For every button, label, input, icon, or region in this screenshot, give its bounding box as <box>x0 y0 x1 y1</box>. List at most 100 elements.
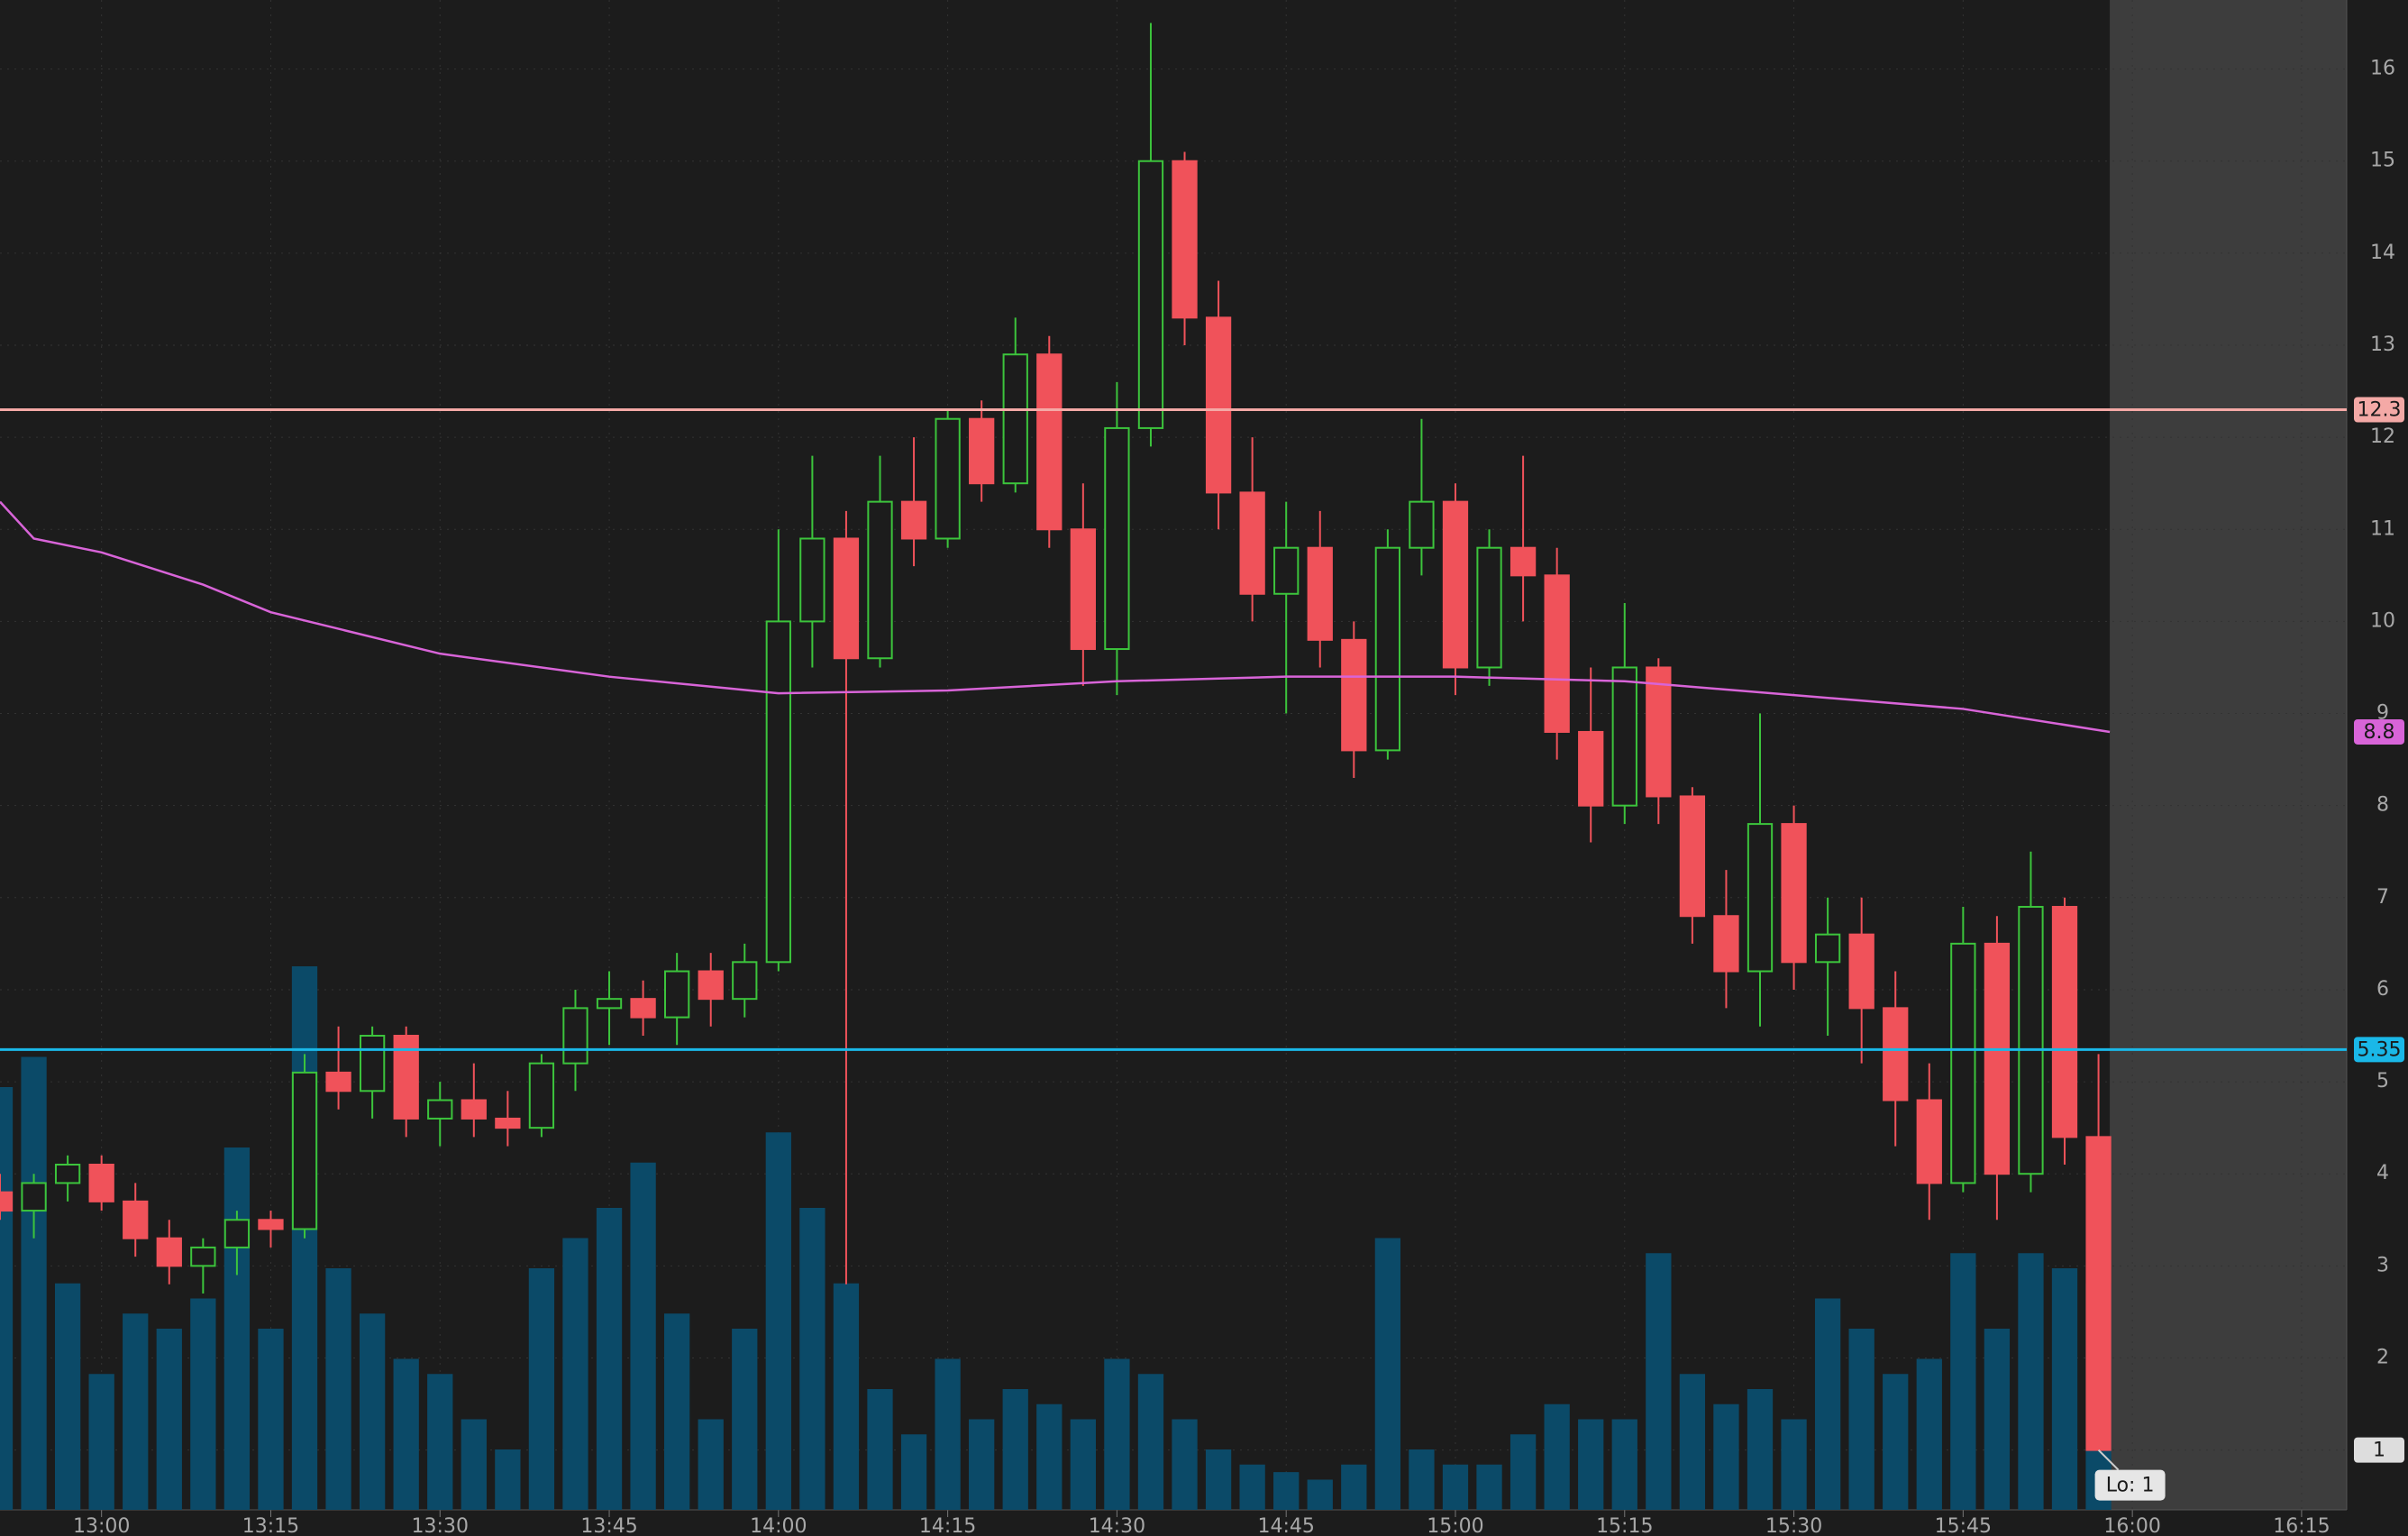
moving-average-line <box>0 500 2111 734</box>
candle-body <box>562 1007 588 1065</box>
volume-bar <box>799 1208 825 1510</box>
candle-body <box>1205 316 1232 494</box>
volume-bar <box>1476 1464 1502 1510</box>
x-tick-label: 15:00 <box>1427 1515 1483 1536</box>
volume-bar <box>833 1283 860 1510</box>
candle-body <box>1611 666 1637 807</box>
volume-bar <box>867 1389 893 1510</box>
volume-bar <box>123 1313 149 1510</box>
annotation-pointer <box>2097 1449 2120 1471</box>
level-label: 12.3 <box>2358 398 2402 421</box>
candle-body <box>732 961 758 1001</box>
volume-bar <box>1036 1403 1063 1510</box>
after-hours-shade <box>2110 0 2347 1510</box>
ma-box <box>2354 718 2404 745</box>
annotation-box <box>2094 1469 2166 1501</box>
volume-bar <box>1172 1419 1198 1510</box>
candle-body <box>1679 795 1706 918</box>
volume-bar <box>1307 1479 1333 1510</box>
candle-body <box>1239 491 1265 595</box>
candle-body <box>1442 500 1469 669</box>
volume-bar <box>1205 1449 1232 1510</box>
candle-body <box>258 1219 284 1230</box>
candle-body <box>190 1246 216 1267</box>
candle-body <box>1747 823 1774 973</box>
candle-body <box>2085 1136 2112 1451</box>
ma-label: 8.8 <box>2364 721 2395 744</box>
volume-bar <box>1070 1419 1096 1510</box>
x-tick-label: 14:30 <box>1089 1515 1145 1536</box>
y-tick-label: 5 <box>2376 1070 2389 1093</box>
candle-body <box>1984 942 2011 1175</box>
candle-body <box>935 417 961 540</box>
volume-bar <box>1239 1464 1265 1510</box>
candle-body <box>393 1035 419 1120</box>
level-box <box>2354 1037 2404 1063</box>
y-tick-label: 15 <box>2370 150 2395 172</box>
volume-bar <box>223 1147 251 1510</box>
x-tick-label: 13:30 <box>412 1515 469 1536</box>
volume-bar <box>393 1358 419 1510</box>
y-tick-label: 9 <box>2376 702 2389 725</box>
candle-body <box>123 1200 149 1239</box>
volume-bar <box>765 1132 791 1510</box>
volume-bar <box>258 1329 284 1510</box>
volume-bar <box>1646 1253 1672 1510</box>
volume-bar <box>1341 1464 1367 1510</box>
candle-body <box>969 417 995 485</box>
candle-body <box>765 620 791 964</box>
x-tick-label: 14:00 <box>750 1515 807 1536</box>
y-tick-label: 13 <box>2370 334 2395 356</box>
candle-body <box>461 1099 487 1120</box>
volume-bar <box>359 1313 386 1510</box>
candle-body <box>0 1191 14 1212</box>
x-tick-label: 14:15 <box>919 1515 976 1536</box>
x-tick-label: 13:15 <box>242 1515 299 1536</box>
candle-body <box>1578 730 1604 807</box>
y-tick-label: 3 <box>2376 1254 2389 1276</box>
candle-body <box>21 1182 47 1212</box>
volume-bar <box>495 1449 521 1510</box>
candle-body <box>1646 666 1672 798</box>
volume-bar <box>732 1329 758 1510</box>
volume-bar <box>969 1419 995 1510</box>
candle-body <box>2051 906 2078 1138</box>
candle-body <box>1510 546 1537 577</box>
candle-body <box>1409 500 1435 549</box>
candle-body <box>698 970 724 1001</box>
volume-bar <box>1510 1434 1537 1510</box>
candle-body <box>1544 574 1570 733</box>
volume-bar <box>461 1419 487 1510</box>
level-label: 5.35 <box>2358 1038 2402 1061</box>
y-tick-label: 7 <box>2376 886 2389 909</box>
candle-body <box>1307 546 1333 641</box>
volume-bar <box>596 1208 623 1510</box>
volume-bar <box>1814 1298 1841 1510</box>
volume-bar <box>21 1056 47 1510</box>
volume-bar <box>2051 1268 2078 1510</box>
volume-bar <box>900 1434 927 1510</box>
candle-body <box>1273 546 1300 595</box>
volume-bar <box>1679 1374 1706 1510</box>
candle-body <box>223 1219 251 1248</box>
x-tick-label: 13:45 <box>580 1515 637 1536</box>
candle-body <box>1341 638 1367 752</box>
annotation-text: Lo: 1 <box>2106 1475 2155 1497</box>
volume-bar <box>528 1268 555 1510</box>
last-price-label: 1 <box>2373 1440 2385 1462</box>
last-price-box <box>2354 1437 2404 1463</box>
candle-body <box>1476 546 1502 669</box>
y-tick-label: 4 <box>2376 1162 2389 1184</box>
volume-bar <box>1747 1389 1774 1510</box>
volume-bar <box>935 1358 961 1510</box>
candle-body <box>1883 1007 1909 1102</box>
volume-bar <box>1544 1403 1570 1510</box>
candle-body <box>596 998 623 1010</box>
candle-body <box>359 1035 386 1093</box>
candle-body <box>1104 426 1130 651</box>
candle-body <box>1070 528 1096 651</box>
volume-bar <box>1374 1238 1401 1510</box>
volume-bar <box>1137 1374 1164 1510</box>
volume-bar <box>1781 1419 1807 1510</box>
